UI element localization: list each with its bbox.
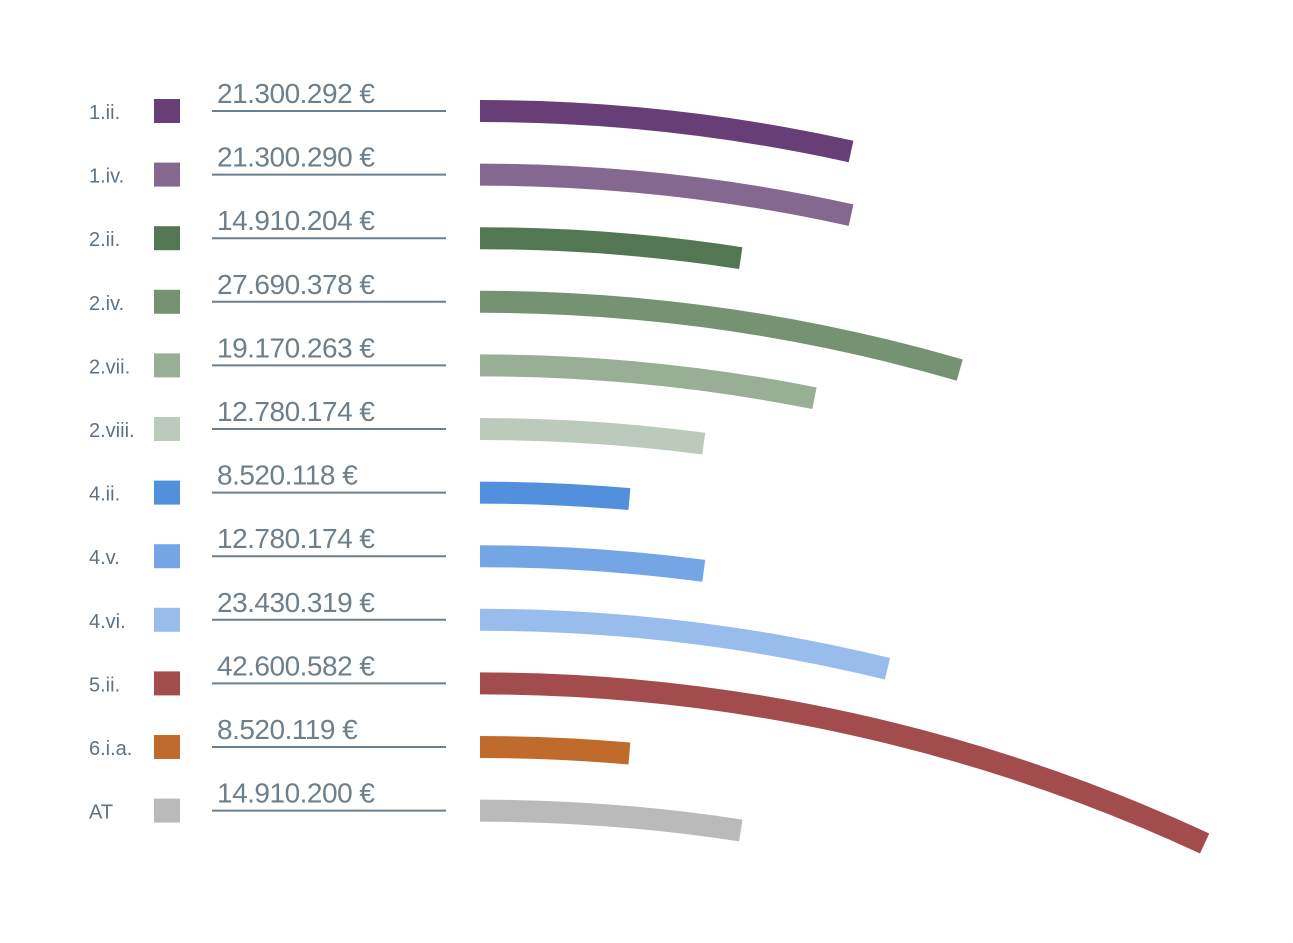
value-label: 42.600.582 € <box>217 650 375 681</box>
value-label: 14.910.204 € <box>217 205 375 236</box>
bar <box>479 354 817 410</box>
value-label: 21.300.290 € <box>217 142 375 173</box>
category-label: 6.i.a. <box>89 738 132 760</box>
value-label: 27.690.378 € <box>217 269 375 300</box>
bar <box>479 545 706 582</box>
legend-swatch <box>154 289 180 314</box>
category-label: 2.viii. <box>89 420 135 442</box>
value-label: 8.520.119 € <box>217 714 358 745</box>
bar <box>479 736 631 765</box>
value-label: 12.780.174 € <box>217 523 375 554</box>
bar <box>479 481 631 511</box>
category-label: AT <box>89 802 113 824</box>
legend-swatch <box>154 99 180 123</box>
legend-swatch <box>154 353 180 378</box>
bar <box>479 608 891 680</box>
category-label: 1.iv. <box>89 166 124 188</box>
bar <box>479 163 854 226</box>
bar <box>479 672 1210 854</box>
bar <box>479 418 706 455</box>
bar <box>479 290 963 381</box>
legend-swatch <box>154 417 180 441</box>
legend-swatch <box>154 226 180 251</box>
value-label: 21.300.292 € <box>217 78 375 109</box>
value-label: 23.430.319 € <box>217 587 375 618</box>
legend-swatch <box>154 480 180 505</box>
bar <box>479 799 743 842</box>
legend-swatch <box>154 162 180 187</box>
value-label: 12.780.174 € <box>217 396 375 427</box>
bar <box>479 227 743 269</box>
category-label: 4.ii. <box>89 484 120 506</box>
category-label: 4.v. <box>89 547 120 569</box>
legend-swatch <box>154 544 180 569</box>
value-label: 8.520.118 € <box>217 460 358 491</box>
bar <box>479 100 854 163</box>
legend-swatch <box>154 735 180 759</box>
category-label: 5.ii. <box>89 674 120 696</box>
value-label: 19.170.263 € <box>217 332 375 363</box>
category-label: 1.ii. <box>89 102 120 124</box>
category-label: 2.vii. <box>89 356 130 378</box>
legend-swatch <box>154 671 180 696</box>
category-label: 2.iv. <box>89 293 124 315</box>
category-label: 2.ii. <box>89 229 120 251</box>
category-label: 4.vi. <box>89 611 126 633</box>
value-label: 14.910.200 € <box>217 778 375 809</box>
legend-swatch <box>154 798 180 823</box>
legend-swatch <box>154 607 180 632</box>
